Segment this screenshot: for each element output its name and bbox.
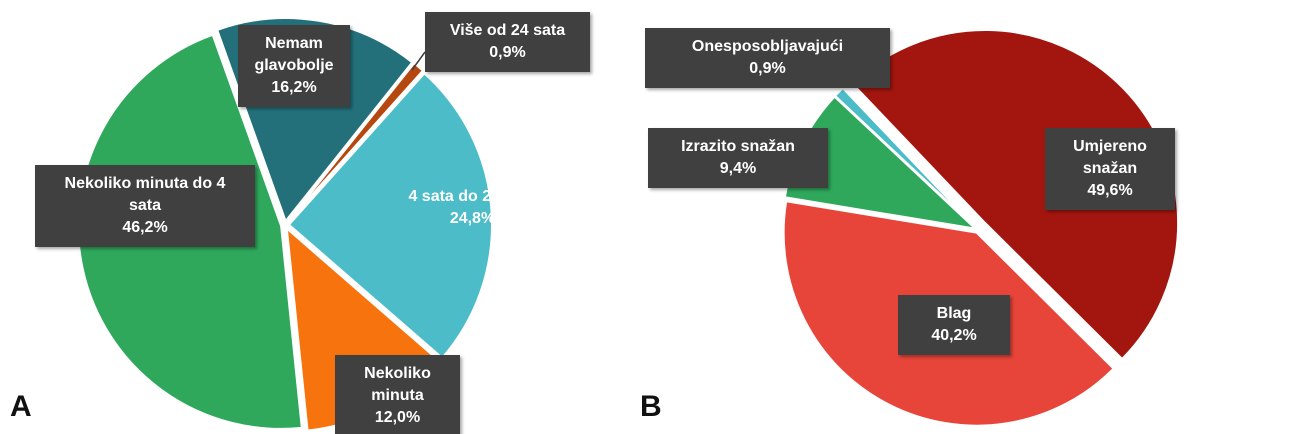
slice-label: Više od 24 sata 0,9% [425,12,590,72]
value-label: 9,4% [719,160,757,177]
value-label: 24,8% [449,210,496,227]
category-label: Nemam glavobolje [254,35,334,74]
category-label: Blag [936,305,972,322]
slice-label: Onesposobljavajući 0,9% [645,28,890,88]
pie-slice [287,72,493,360]
category-label: Izrazito snažan [681,138,795,155]
category-label: Nekoliko minuta [364,365,431,404]
leader-line [411,51,426,71]
category-label: 4 sata do 24 sata [408,188,537,205]
category-label: Nekoliko minuta do 4 sata [64,175,226,214]
value-label: 49,6% [1087,182,1133,199]
slice-label: Nekoliko minuta 12,0% [335,355,460,434]
slice-label: Izrazito snažan 9,4% [648,128,828,188]
category-label: Onesposobljavajući [691,38,844,55]
slice-label: Umjereno snažan 49,6% [1045,128,1175,210]
value-label: 16,2% [271,79,317,96]
value-label: 12,0% [374,409,421,426]
slice-label: Nemam glavobolje 16,2% [238,25,350,107]
value-label: 40,2% [931,327,977,344]
slice-label: Nekoliko minuta do 4 sata 46,2% [35,165,255,247]
value-label: 46,2% [122,219,168,236]
value-label: 0,9% [489,44,526,61]
category-label: Više od 24 sata [449,22,566,39]
panel-label: A [10,390,32,423]
slice-label: 4 sata do 24 sata 24,8% [365,178,580,238]
pie-slice [286,61,425,223]
pie-slice [850,29,1180,361]
slice-label: Blag 40,2% [898,295,1010,355]
panel-label: B [640,390,662,423]
category-label: Umjereno snažan [1073,138,1147,177]
value-label: 0,9% [749,60,786,77]
